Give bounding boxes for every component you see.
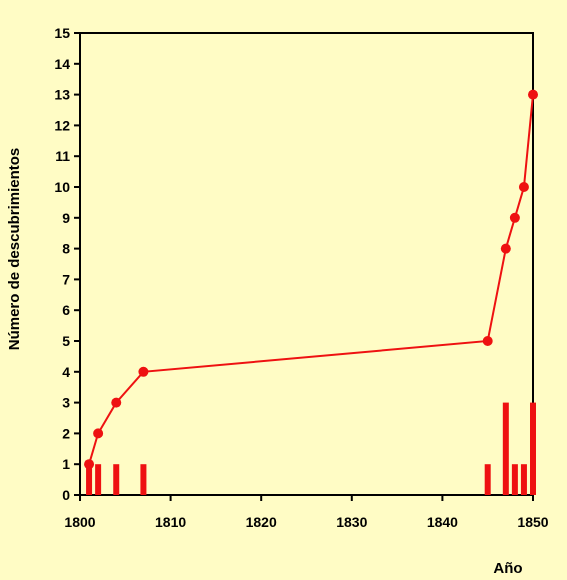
y-axis-title: Número de descubrimientos — [6, 148, 23, 351]
x-axis-title: Año — [493, 560, 522, 577]
bar — [113, 464, 120, 495]
bar — [502, 402, 509, 495]
cumulative-line-series — [84, 89, 538, 470]
cumulative-point — [93, 428, 104, 439]
y-tick-label: 4 — [62, 364, 70, 380]
cumulative-point — [84, 459, 95, 470]
cumulative-point — [500, 243, 511, 254]
x-tick-label: 1810 — [155, 514, 186, 530]
bar — [520, 464, 527, 495]
y-tick-label: 2 — [62, 425, 70, 441]
cumulative-point — [138, 366, 149, 377]
y-tick-label: 3 — [62, 395, 70, 411]
cumulative-point — [518, 182, 529, 192]
cumulative-point — [509, 212, 520, 223]
bar — [530, 402, 536, 495]
y-tick-label: 14 — [54, 56, 70, 72]
y-tick-label: 10 — [54, 179, 70, 195]
x-tick-label: 1850 — [517, 514, 548, 530]
y-tick-label: 11 — [55, 148, 70, 164]
cumulative-point — [111, 397, 122, 408]
plot-frame — [79, 32, 534, 496]
y-tick-label: 12 — [54, 117, 70, 133]
cumulative-line — [88, 94, 534, 465]
bar — [484, 464, 491, 495]
x-tick-label: 1800 — [64, 514, 95, 530]
bar — [140, 464, 147, 495]
bar — [95, 464, 102, 495]
bar — [86, 464, 93, 495]
y-tick-label: 15 — [54, 25, 70, 41]
bar — [511, 464, 518, 495]
y-tick-label: 13 — [54, 87, 70, 103]
y-tick-label: 7 — [62, 271, 70, 287]
cumulative-point — [528, 89, 538, 100]
x-tick-label: 1820 — [246, 514, 277, 530]
y-tick-label: 9 — [62, 210, 70, 226]
y-tick-label: 8 — [62, 241, 70, 257]
bar-series — [86, 402, 536, 495]
y-tick-label: 6 — [62, 302, 70, 318]
y-tick-label: 1 — [62, 456, 70, 472]
x-tick-label: 1840 — [427, 514, 458, 530]
y-tick-label: 0 — [62, 487, 70, 503]
cumulative-point — [482, 336, 493, 346]
x-tick-label: 1830 — [336, 514, 367, 530]
y-tick-label: 5 — [62, 333, 70, 349]
